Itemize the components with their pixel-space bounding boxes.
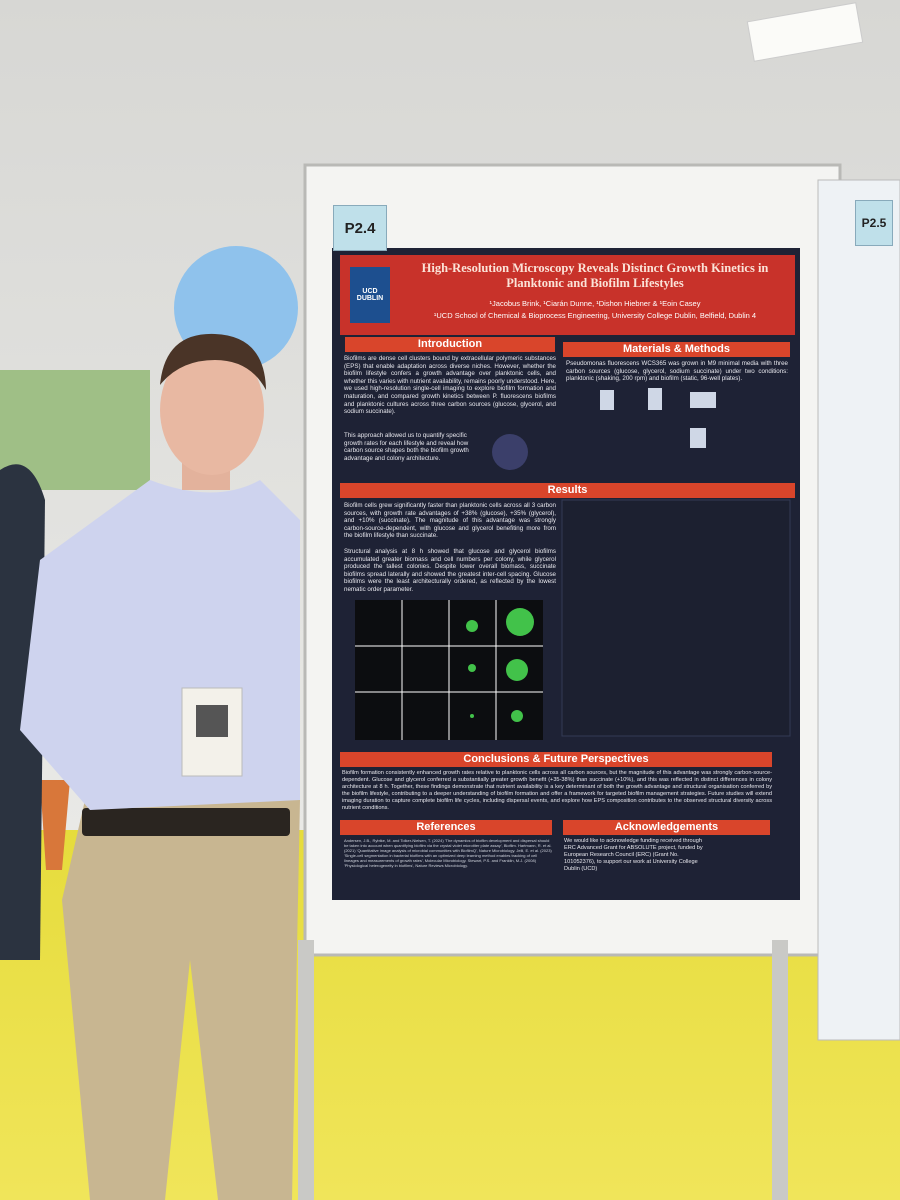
references-text: Andersen, J.B., Rybtke, M. and Tolker-Ni… — [344, 838, 552, 868]
section-heading: Results — [340, 483, 795, 498]
poster-title: High-Resolution Microscopy Reveals Disti… — [421, 261, 769, 290]
person — [20, 333, 300, 1200]
conclusions-text: Biofilm formation consistently enhanced … — [342, 770, 772, 811]
title-bar: UCD DUBLIN High-Resolution Microscopy Re… — [340, 255, 795, 335]
ceiling-light — [746, 2, 864, 62]
method-icons — [600, 388, 716, 448]
neighbor-poster — [817, 179, 900, 1041]
section-heading: Introduction — [345, 337, 555, 352]
poster-authors: ¹Jacobus Brink, ¹Ciarán Dunne, ¹Dishon H… — [489, 299, 701, 308]
acknowledgements-text: We would like to acknowledge funding rec… — [564, 838, 703, 872]
results-text: Structural analysis at 8 h showed that g… — [344, 548, 556, 593]
intro-text: Biofilms are dense cell clusters bound b… — [344, 355, 556, 416]
colonies — [466, 608, 534, 722]
neighbor-label: P2.5 — [855, 200, 893, 246]
results-text: Biofilm cells grew significantly faster … — [344, 502, 556, 540]
board-leg — [772, 940, 788, 1200]
result-plots — [561, 499, 791, 737]
board-label: P2.4 — [333, 205, 387, 251]
section-heading: Materials & Methods — [563, 342, 790, 357]
grid-lines — [355, 600, 543, 740]
section-heading: Conclusions & Future Perspectives — [340, 752, 772, 767]
methods-text: Pseudomonas fluorescens WCS365 was grown… — [566, 360, 788, 383]
logo: UCD DUBLIN — [350, 267, 390, 323]
poster-affiliation: ¹UCD School of Chemical & Bioprocess Eng… — [433, 311, 757, 320]
cell-image — [492, 434, 528, 470]
board-leg — [298, 940, 314, 1200]
plant-pot — [40, 780, 70, 870]
section-heading: Acknowledgements — [563, 820, 770, 835]
intro-text: This approach allowed us to quantify spe… — [344, 432, 469, 462]
section-heading: References — [340, 820, 552, 835]
